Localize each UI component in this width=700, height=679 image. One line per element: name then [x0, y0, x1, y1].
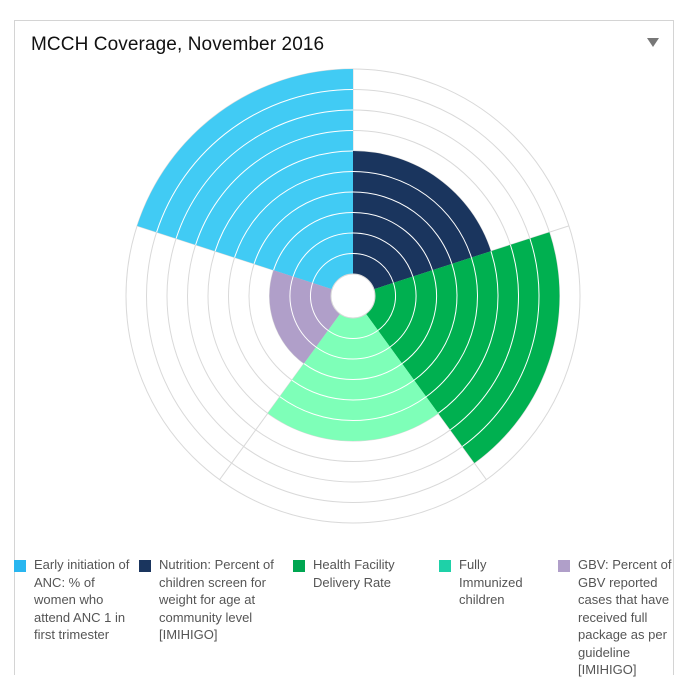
legend-label: GBV: Percent of GBV reported cases that …: [578, 557, 672, 677]
wedge-grid-arc: [377, 282, 396, 331]
wedge-grid-arc: [413, 263, 458, 381]
wedge-5: [269, 270, 341, 364]
wedge-grid-arc: [327, 329, 379, 339]
wedge-3: [365, 232, 560, 464]
wedge-2: [353, 151, 491, 290]
wedge-grid-arc: [234, 171, 354, 258]
wedge-grid-arc: [156, 89, 354, 233]
wedge-grid-arc: [462, 238, 540, 447]
wedge-grid-arc: [273, 212, 354, 271]
wedge-grid-arc: [352, 191, 453, 265]
wedge-grid-arc: [303, 363, 403, 380]
legend-label: Health Facility Delivery Rate: [313, 557, 395, 590]
wedge-grid-arc: [352, 171, 472, 258]
legend-swatch: [14, 560, 26, 572]
wedge-grid-arc: [291, 379, 415, 401]
dropdown-triangle-icon[interactable]: [647, 38, 659, 47]
wedge-grid-arc: [214, 150, 354, 252]
wedge-grid-arc: [312, 253, 354, 284]
wedge-grid-arc: [253, 191, 354, 265]
wedge-grid-arc: [425, 257, 478, 398]
wedge-grid-arc: [389, 276, 417, 348]
legend-item-anc[interactable]: Early initiation of ANC: % of women who …: [14, 556, 132, 644]
legend-item-immunized[interactable]: Fully Immunized children: [439, 556, 539, 609]
wedge-grid-arc: [175, 109, 354, 239]
wedge-grid-arc: [292, 232, 354, 277]
legend-swatch: [558, 560, 570, 572]
wedge-grid-arc: [352, 253, 394, 284]
wedge-4: [267, 313, 439, 441]
wedge-grid-arc: [352, 232, 414, 277]
legend-label: Early initiation of ANC: % of women who …: [34, 557, 130, 642]
wedge-grid-arc: [289, 276, 317, 348]
legend-item-nutrition[interactable]: Nutrition: Percent of children screen fo…: [139, 556, 285, 644]
wedge-grid-arc: [310, 282, 329, 331]
wedge-grid-arc: [352, 212, 433, 271]
wedge-grid-arc: [449, 244, 519, 431]
legend-item-gbv[interactable]: GBV: Percent of GBV reported cases that …: [558, 556, 680, 679]
legend-swatch: [139, 560, 151, 572]
legend-label: Nutrition: Percent of children screen fo…: [159, 557, 274, 642]
legend-swatch: [293, 560, 305, 572]
center-hole: [330, 273, 376, 319]
legend-item-delivery[interactable]: Health Facility Delivery Rate: [293, 556, 423, 591]
wedge-grid-arc: [195, 130, 354, 246]
legend-swatch: [439, 560, 451, 572]
wedge-grid-arc: [437, 251, 499, 414]
chart-title: MCCH Coverage, November 2016: [31, 34, 325, 55]
wedge-1: [137, 69, 353, 290]
wedge-grid-arc: [401, 270, 437, 364]
wedge-grid-arc: [315, 346, 391, 360]
legend-label: Fully Immunized children: [459, 557, 523, 607]
wedge-grid-arc: [279, 396, 427, 421]
